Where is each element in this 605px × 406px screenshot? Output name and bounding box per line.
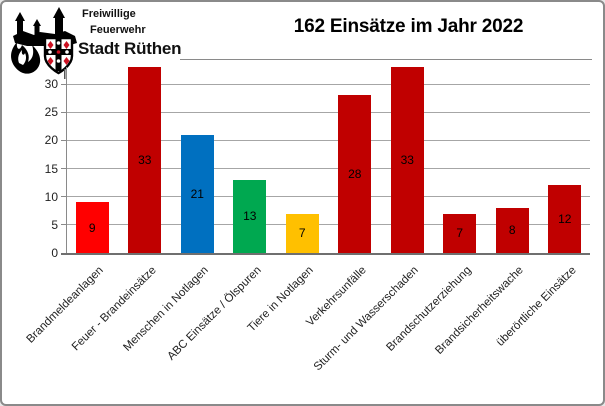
bar-value-label: 33 [400,153,414,168]
bar-value-label: 7 [298,226,306,241]
logo-wordmark: Freiwillige Feuerwehr Stadt Rüthen [78,8,182,58]
bar-value-label: 33 [138,153,152,168]
chart-title: 162 Einsätze im Jahr 2022 [293,16,524,37]
shield-pole [64,69,66,79]
bar-sturm-und-wasserschaden: 33 [390,67,424,253]
gridline-y-20 [66,139,590,141]
y-axis-tick-label-15: 15 [44,161,58,176]
crest-shield [43,36,74,75]
x-axis-line [61,253,590,255]
bar-value-label: 12 [558,212,572,227]
bar-menschen-in-notlagen: 21 [180,134,214,253]
y-axis-tick-15 [61,168,66,169]
bar-feuer-brandeinsätze: 33 [128,67,162,253]
y-axis-line [66,67,67,253]
logo-line-2: Feuerwehr [90,24,146,36]
y-axis-tick-label-5: 5 [51,217,58,232]
bar-value-label: 9 [88,220,96,235]
y-axis-tick-10 [61,196,66,198]
gridline-y-5 [66,224,590,226]
bar-brandmeldeanlagen: 9 [75,202,109,253]
y-axis-tick-label-30: 30 [44,77,58,91]
bar-value-label: 13 [243,209,257,224]
bar-überörtliche-einsätze: 12 [548,185,582,253]
bar-brandsicherheitswache: 8 [495,207,529,253]
bar-abc-einsätze-ölspuren: 13 [233,179,267,253]
header-divider-line [180,59,592,60]
y-axis-tick-label-0: 0 [51,246,58,260]
bar-value-label: 28 [348,167,362,182]
y-axis-tick-20 [61,139,66,141]
fire-department-crest-icon [11,7,77,79]
flames [11,42,41,74]
bar-value-label: 8 [508,223,516,238]
y-axis-tick-30 [61,83,66,85]
bar-tiere-in-notlagen: 7 [285,213,319,253]
logo-line-3: Stadt Rüthen [78,39,182,58]
y-axis-tick-label-20: 20 [44,133,58,148]
gridline-y-25 [66,111,590,113]
y-axis-tick-label-10: 10 [44,189,58,204]
bar-value-label: 7 [456,226,464,241]
bar-verkehrsunfälle: 28 [338,95,372,253]
logo-line-1: Freiwillige [82,8,136,20]
gridline-y-15 [66,168,590,169]
y-axis-tick-label-25: 25 [44,105,58,120]
bar-value-label: 21 [190,186,204,201]
gridline-y-30 [66,83,590,85]
y-axis-tick-25 [61,111,66,113]
y-axis-tick-5 [61,224,66,226]
gridline-y-10 [66,196,590,198]
bar-brandschutzerziehung: 7 [443,213,477,253]
